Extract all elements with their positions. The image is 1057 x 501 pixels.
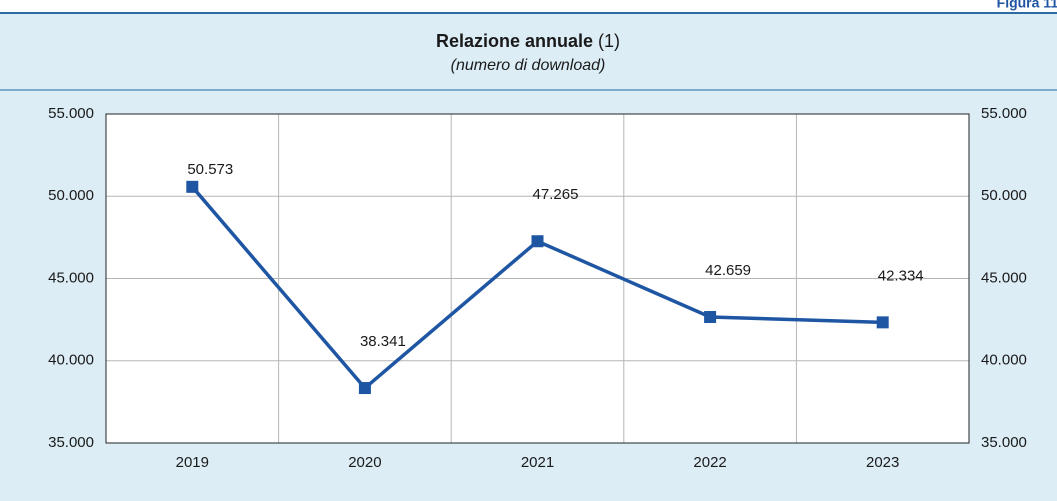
marker (876, 316, 889, 329)
y-tick-label: 35.000 (48, 434, 94, 451)
y-tick-label: 40.000 (48, 352, 94, 369)
marker (186, 180, 199, 193)
x-tick-label: 2022 (693, 454, 726, 471)
y2-tick-label: 40.000 (981, 352, 1027, 369)
y2-tick-label: 35.000 (981, 434, 1027, 451)
title-main: Relazione annuale (436, 31, 593, 51)
marker (358, 382, 371, 395)
data-label: 42.659 (705, 262, 751, 279)
data-label: 42.334 (878, 267, 924, 284)
data-label: 38.341 (360, 333, 406, 350)
x-tick-label: 2020 (348, 454, 381, 471)
title-note: (1) (598, 31, 620, 51)
y-tick-label: 50.000 (48, 187, 94, 204)
data-label: 47.265 (533, 186, 579, 203)
chart-subtitle: (numero di download) (451, 57, 606, 74)
x-tick-label: 2021 (521, 454, 554, 471)
y-tick-label: 55.000 (48, 105, 94, 122)
plot-border (105, 113, 970, 444)
y2-tick-label: 55.000 (981, 105, 1027, 122)
x-tick-label: 2019 (176, 454, 209, 471)
y2-tick-label: 45.000 (981, 269, 1027, 286)
marker (704, 311, 717, 324)
figure-label: Figura 11. (997, 0, 1057, 11)
x-tick-label: 2023 (866, 454, 899, 471)
y-tick-label: 45.000 (48, 269, 94, 286)
y2-tick-label: 50.000 (981, 187, 1027, 204)
chart-title: Relazione annuale (1) (436, 31, 620, 51)
data-label: 50.573 (187, 161, 233, 178)
marker (531, 235, 544, 248)
